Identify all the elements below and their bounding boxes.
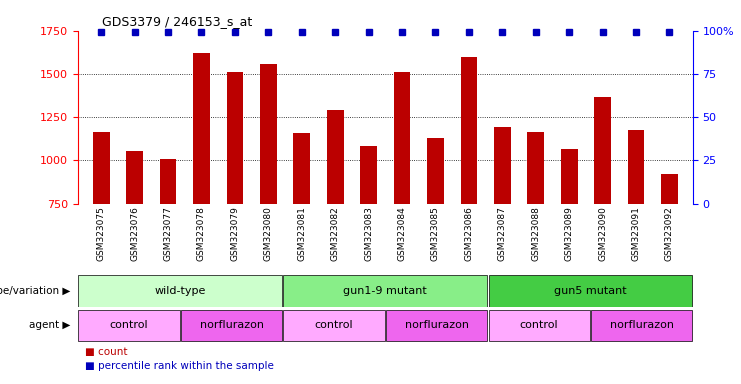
Bar [260, 65, 276, 204]
Bar [227, 72, 243, 204]
Text: wild-type: wild-type [155, 286, 206, 296]
Bar [360, 146, 377, 204]
Bar [628, 130, 645, 204]
Text: norflurazon: norflurazon [610, 320, 674, 331]
Bar [561, 149, 577, 204]
Text: agent ▶: agent ▶ [29, 320, 70, 331]
Text: control: control [110, 320, 148, 331]
Bar [293, 133, 310, 204]
Bar [427, 138, 444, 204]
Bar [284, 310, 385, 341]
Bar [460, 56, 477, 204]
Bar [193, 53, 210, 204]
Bar [160, 159, 176, 204]
Text: ■ count: ■ count [85, 347, 127, 357]
Bar [488, 275, 692, 306]
Bar [661, 174, 678, 204]
Bar [93, 132, 110, 204]
Bar [327, 110, 344, 204]
Text: ■ percentile rank within the sample: ■ percentile rank within the sample [85, 361, 274, 371]
Bar [79, 275, 282, 306]
Text: control: control [519, 320, 559, 331]
Bar [494, 127, 511, 204]
Bar [126, 151, 143, 204]
Text: gun5 mutant: gun5 mutant [554, 286, 627, 296]
Text: gun1-9 mutant: gun1-9 mutant [343, 286, 428, 296]
Bar [284, 275, 487, 306]
Bar [393, 72, 411, 204]
Text: norflurazon: norflurazon [405, 320, 468, 331]
Text: control: control [315, 320, 353, 331]
Bar [181, 310, 282, 341]
Bar [528, 132, 544, 204]
Text: norflurazon: norflurazon [199, 320, 264, 331]
Text: genotype/variation ▶: genotype/variation ▶ [0, 286, 70, 296]
Bar [386, 310, 487, 341]
Bar [488, 310, 590, 341]
Bar [79, 310, 179, 341]
Text: GDS3379 / 246153_s_at: GDS3379 / 246153_s_at [102, 15, 253, 28]
Bar [594, 97, 611, 204]
Bar [591, 310, 692, 341]
